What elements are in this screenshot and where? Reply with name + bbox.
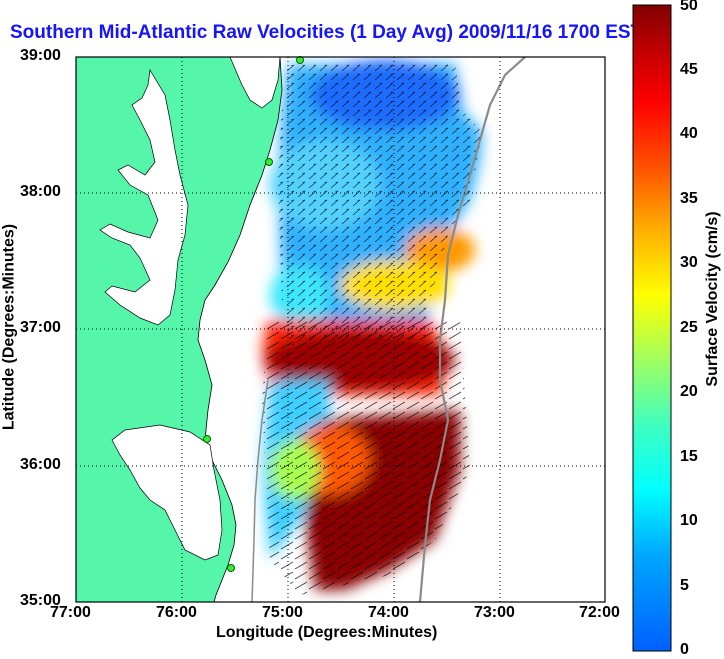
- colorbar-tick-label: 0: [680, 641, 689, 658]
- x-tick-label: 73:00: [474, 604, 515, 621]
- colorbar-tick-label: 20: [680, 383, 698, 400]
- map-title: Southern Mid-Atlantic Raw Velocities (1 …: [10, 22, 643, 43]
- x-tick-label: 77:00: [50, 604, 91, 621]
- chesapeake-bay: [99, 68, 189, 326]
- radar-stations: [203, 56, 304, 572]
- delaware-bay: [229, 57, 281, 109]
- bathymetry-contour: [418, 57, 526, 602]
- y-tick-label: 38:00: [20, 183, 61, 200]
- y-tick-label: 35:00: [20, 592, 61, 609]
- map-grid: [76, 57, 605, 602]
- colorbar-tick-label: 25: [680, 319, 698, 336]
- colorbar-tick-label: 40: [680, 125, 698, 142]
- colorbar: [632, 4, 672, 652]
- y-tick-label: 37:00: [20, 319, 61, 336]
- colorbar-tick-label: 5: [680, 577, 689, 594]
- colorbar-tick-label: 10: [680, 512, 698, 529]
- colorbar-tick-label: 45: [680, 61, 698, 78]
- colorbar-tick-label: 50: [680, 0, 698, 14]
- velocity-vectors: [262, 63, 482, 595]
- x-axis-label: Longitude (Degrees:Minutes): [216, 624, 438, 641]
- x-tick-label: 75:00: [262, 604, 303, 621]
- y-tick-label: 36:00: [20, 456, 61, 473]
- x-tick-label: 74:00: [368, 604, 409, 621]
- colorbar-tick-label: 30: [680, 254, 698, 271]
- colorbar-tick-label: 35: [680, 190, 698, 207]
- colorbar-label: Surface Velocity (cm/s): [704, 211, 721, 387]
- colorbar-tick-label: 15: [680, 448, 698, 465]
- y-axis-label: Latitude (Degrees:Minutes): [0, 223, 18, 431]
- y-tick-label: 39:00: [20, 47, 61, 64]
- x-tick-label: 76:00: [156, 604, 197, 621]
- bathymetry-contour-2: [251, 379, 269, 602]
- plot-frame: [75, 56, 606, 603]
- x-tick-label: 72:00: [579, 604, 620, 621]
